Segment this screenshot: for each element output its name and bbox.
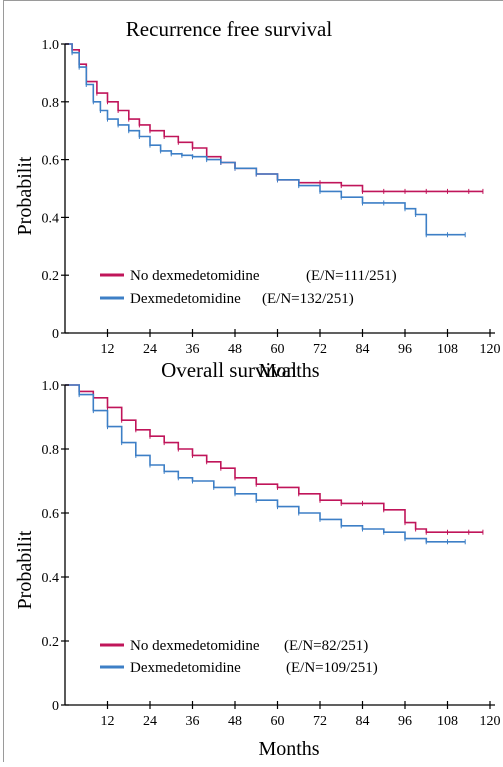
- chart-title: Overall survival: [161, 358, 297, 382]
- x-tick-label: 24: [143, 342, 157, 357]
- x-tick-label: 120: [480, 342, 501, 357]
- legend-label-dex: Dexmedetomidine: [130, 660, 241, 676]
- legend-stat-dex: (E/N=109/251): [286, 660, 378, 676]
- curves-group: [65, 384, 484, 545]
- y-axis-label: Probabilit: [14, 156, 36, 235]
- chart-title: Recurrence free survival: [126, 17, 333, 41]
- y-tick-label: 0.4: [42, 211, 60, 226]
- legend: No dexmedetomidine (E/N=111/251) Dexmede…: [100, 268, 397, 307]
- legend-label-no-dex: No dexmedetomidine: [130, 268, 260, 284]
- x-tick-label: 12: [101, 714, 115, 729]
- y-tick-label: 0.2: [42, 635, 60, 650]
- y-tick-label: 0.6: [42, 154, 60, 169]
- y-tick-label: 0: [52, 699, 59, 714]
- legend: No dexmedetomidine (E/N=82/251) Dexmedet…: [100, 638, 378, 676]
- x-tick-label: 96: [398, 342, 412, 357]
- y-tick-label: 0.8: [42, 96, 60, 111]
- axes-group: 0 0.2 0.4 0.6 0.8 1.0 12 24 36 48 60 72 84 96 108 120: [42, 38, 501, 357]
- x-tick-label: 12: [101, 342, 115, 357]
- legend-label-no-dex: No dexmedetomidine: [130, 638, 260, 654]
- panel-recurrence-free-survival: Recurrence free survival 0 0.2 0.4 0.6 0.8 1.…: [14, 17, 501, 382]
- legend-label-dex: Dexmedetomidine: [130, 291, 241, 307]
- y-tick-label: 0.6: [42, 507, 60, 522]
- panel-overall-survival: Overall survival 0 0.2 0.4 0.6 0.8 1.0 12 24 36 4…: [14, 358, 501, 760]
- x-tick-label: 108: [437, 342, 458, 357]
- figure-border: [3, 0, 503, 762]
- x-tick-label: 72: [313, 342, 327, 357]
- series-line-no-dex: [65, 384, 483, 533]
- x-tick-label: 120: [480, 714, 501, 729]
- x-axis-label: Months: [258, 738, 319, 760]
- x-tick-label: 84: [356, 342, 370, 357]
- series-line-dex: [65, 384, 466, 543]
- x-tick-label: 108: [437, 714, 458, 729]
- x-tick-label: 96: [398, 714, 412, 729]
- x-tick-label: 48: [228, 342, 242, 357]
- legend-stat-no-dex: (E/N=111/251): [306, 268, 397, 284]
- curves-group: [65, 43, 484, 238]
- y-tick-label: 0.8: [42, 443, 60, 458]
- y-tick-label: 0.4: [42, 571, 60, 586]
- y-tick-label: 1.0: [42, 38, 60, 53]
- y-axis-label: Probabilit: [14, 530, 36, 609]
- x-tick-label: 60: [271, 342, 285, 357]
- x-tick-label: 84: [356, 714, 370, 729]
- axes-group: 0 0.2 0.4 0.6 0.8 1.0 12 24 36 48 60 72 84 96 108 120: [42, 379, 501, 729]
- y-tick-label: 1.0: [42, 379, 60, 394]
- x-tick-label: 72: [313, 714, 327, 729]
- x-tick-label: 48: [228, 714, 242, 729]
- legend-stat-no-dex: (E/N=82/251): [284, 638, 368, 654]
- x-tick-label: 36: [186, 342, 200, 357]
- x-tick-label: 24: [143, 714, 157, 729]
- x-axis-label: Months: [258, 360, 319, 382]
- y-tick-label: 0: [52, 327, 59, 342]
- legend-stat-dex: (E/N=132/251): [262, 291, 354, 307]
- x-tick-label: 60: [271, 714, 285, 729]
- y-tick-label: 0.2: [42, 269, 60, 284]
- x-tick-label: 36: [186, 714, 200, 729]
